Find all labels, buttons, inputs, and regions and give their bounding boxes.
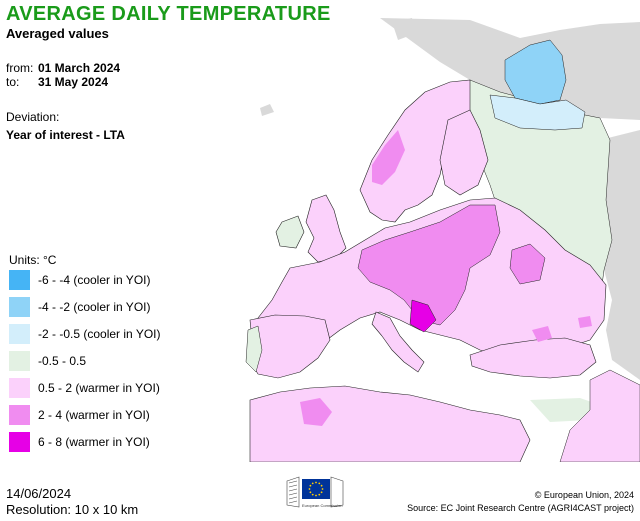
region-north-africa [249,385,531,462]
region-ukraine-warm [509,243,546,285]
legend-swatch [9,270,30,290]
eu-flag [302,479,330,499]
legend-label: 6 - 8 (warmer in YOI) [38,435,150,449]
region-middle-east [559,369,640,462]
region-italy [371,311,425,373]
region-egypt-coast-cooler [530,398,600,422]
legend-item: 0.5 - 2 (warmer in YOI) [9,378,199,398]
legend-item: -6 - -4 (cooler in YOI) [9,270,199,290]
legend-label: -2 - -0.5 (cooler in YOI) [38,327,161,341]
legend-swatch [9,351,30,371]
legend-label: 2 - 4 (warmer in YOI) [38,408,150,422]
region-ireland [275,215,305,249]
region-portugal [245,325,263,373]
legend-item: -4 - -2 (cooler in YOI) [9,297,199,317]
region-algeria-warm [300,398,332,426]
logo-caption: European Commission [302,503,342,508]
resolution-label: Resolution: 10 x 10 km [6,502,139,517]
region-great-britain [305,194,347,263]
from-date: 01 March 2024 [38,61,121,75]
deviation-value: Year of interest - LTA [6,128,125,142]
region-cooler-arctic [489,94,586,131]
legend-label: -6 - -4 (cooler in YOI) [38,273,151,287]
legend-units: Units: °C [9,253,57,267]
legend-swatch [9,405,30,425]
region-norway-warm [372,130,405,185]
european-commission-logo: European Commission [286,476,344,508]
legend-item: -2 - -0.5 (cooler in YOI) [9,324,199,344]
legend-item: 6 - 8 (warmer in YOI) [9,432,199,452]
region-cooler-kola [504,39,567,105]
to-label: to: [6,75,20,89]
to-date: 31 May 2024 [38,75,109,89]
issue-date: 14/06/2024 [6,486,72,501]
from-label: from: [6,61,34,75]
copyright-text: © European Union, 2024 [534,490,634,500]
nodata-area-arctic-islands [260,18,414,116]
legend-swatch [9,432,30,452]
period-block: from: 01 March 2024 to: 31 May 2024 [6,61,120,89]
temperature-deviation-map [245,18,640,462]
eu-stars-icon [308,481,324,497]
nodata-area-east [600,130,640,380]
legend-swatch [9,378,30,398]
legend-item: 2 - 4 (warmer in YOI) [9,405,199,425]
commission-building-icon [286,476,300,508]
legend-label: -0.5 - 0.5 [38,354,87,368]
legend-label: -4 - -2 (cooler in YOI) [38,300,151,314]
map-title: AVERAGE DAILY TEMPERATURE [6,3,331,25]
legend-item: -0.5 - 0.5 [9,351,199,371]
legend-label: 0.5 - 2 (warmer in YOI) [38,381,160,395]
legend-swatch [9,324,30,344]
region-balkan-hot [409,299,437,333]
region-central-europe-warm [357,204,501,326]
source-text: Source: EC Joint Research Centre (AGRI4C… [407,503,634,513]
deviation-label: Deviation: [6,110,60,124]
region-turkey [469,337,597,379]
region-turkey-warm [532,316,592,342]
legend-swatch [9,297,30,317]
region-finland [439,109,489,196]
map-subtitle: Averaged values [6,26,109,41]
